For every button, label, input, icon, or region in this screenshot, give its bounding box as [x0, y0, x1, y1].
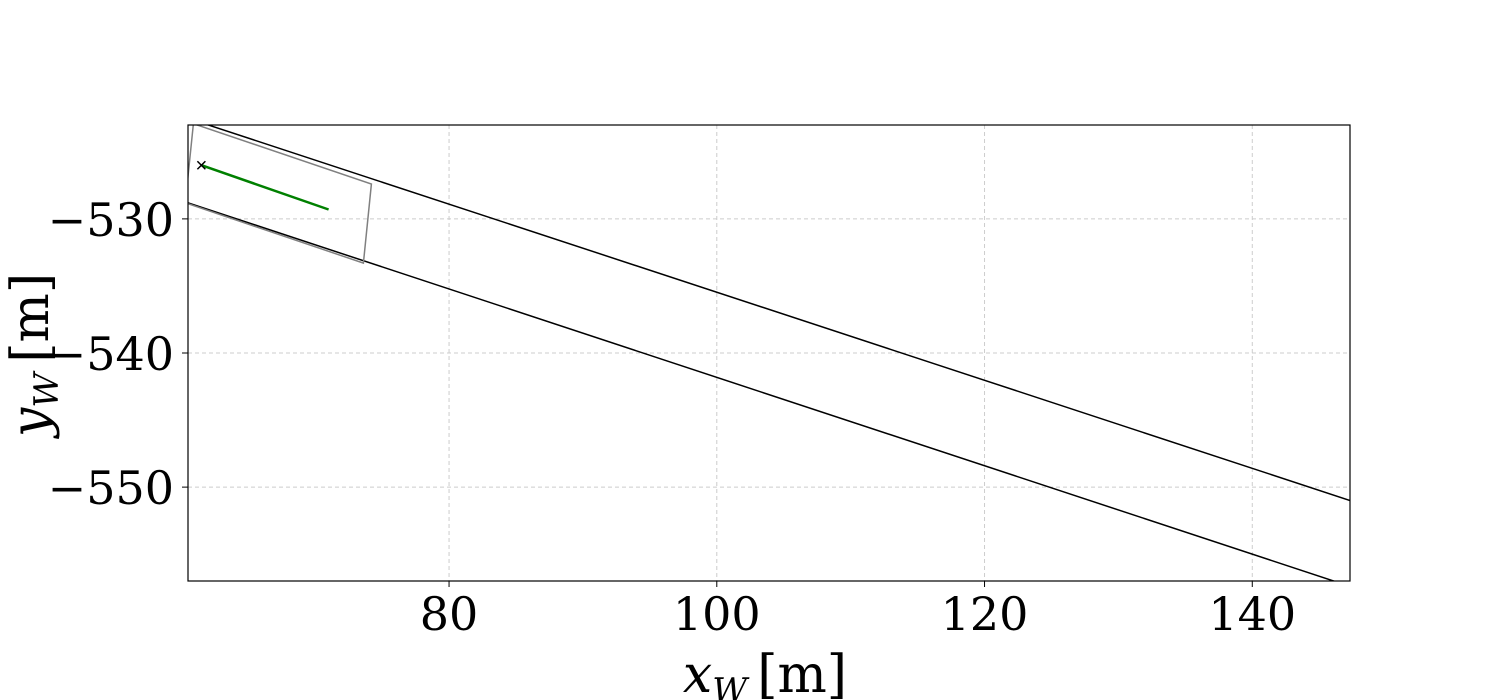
- x-tick-label: 140: [1208, 587, 1296, 641]
- x-tick-label: 120: [941, 587, 1029, 641]
- road-boundary-line: [205, 125, 1350, 502]
- x-tick-label: 80: [420, 587, 479, 641]
- y-tick-label: −550: [48, 461, 174, 515]
- x-axis-label: xW [m]: [683, 645, 847, 700]
- y-tick-label: −530: [48, 193, 174, 247]
- road-boundary-line: [188, 202, 1337, 581]
- plot-series: [188, 125, 1350, 581]
- trajectory-line: [200, 164, 330, 211]
- x-tick-label: 100: [673, 587, 761, 641]
- grid-lines: [188, 125, 1350, 581]
- y-axis-label: yW[m]: [1, 273, 67, 439]
- y-tick-label: −540: [48, 327, 174, 381]
- vehicle-box: [188, 125, 373, 265]
- start-marker: [196, 160, 206, 170]
- axis-ticks: 80 100 120 140 −530 −540 −550: [48, 193, 1297, 641]
